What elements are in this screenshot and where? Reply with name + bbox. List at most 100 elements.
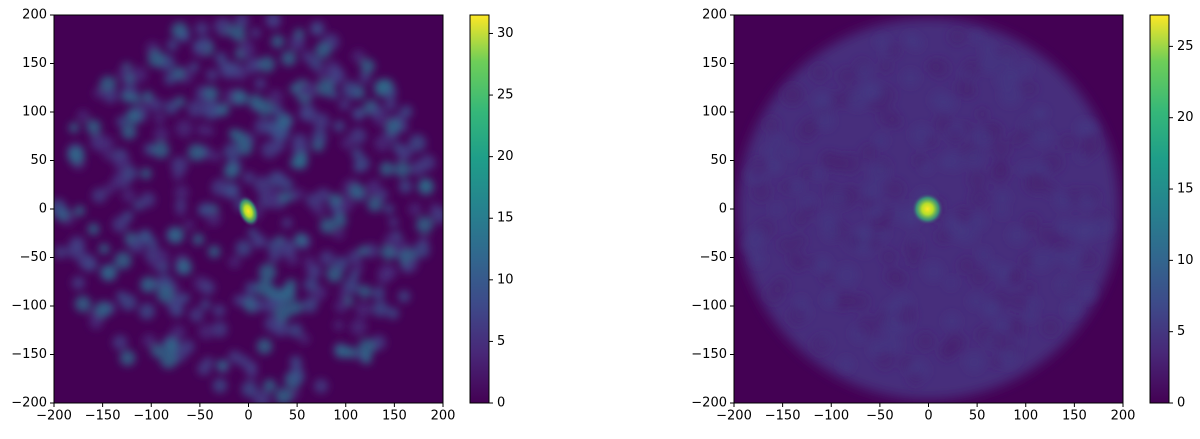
heatmap-blob	[140, 192, 156, 208]
heatmap-blob	[314, 42, 331, 59]
colorbar-tick-label: 0	[497, 396, 505, 411]
heatmap-blob	[876, 228, 889, 241]
colorbar-tick-label: 20	[497, 149, 514, 164]
heatmap-blob	[1005, 66, 1022, 83]
heatmap-blob	[970, 30, 984, 44]
heatmap-blob	[228, 255, 241, 269]
heatmap-blob	[140, 276, 157, 293]
heatmap-blob	[377, 272, 390, 285]
heatmap-blob	[303, 277, 319, 293]
heatmap-blob	[87, 223, 100, 236]
heatmap-blob	[374, 134, 392, 152]
heatmap-blob	[1022, 213, 1040, 232]
heatmap-blob	[903, 238, 924, 259]
heatmap-blob	[194, 21, 209, 36]
heatmap-blob	[74, 205, 86, 217]
y-tick-label: −100	[691, 299, 727, 314]
heatmap-blob	[349, 269, 360, 281]
heatmap-blob	[241, 380, 258, 398]
heatmap-blob	[903, 32, 917, 46]
heatmap-blob	[122, 210, 134, 222]
heatmap-blob	[125, 108, 142, 125]
heatmap-blob	[969, 268, 989, 288]
colorbar-tick-label: 5	[497, 334, 505, 349]
heatmap-blob	[103, 150, 114, 161]
heatmap-blob	[293, 40, 304, 51]
heatmap-blob	[1023, 310, 1037, 324]
heatmap-blob	[878, 59, 893, 74]
heatmap-blob	[204, 125, 215, 137]
heatmap-blob	[223, 163, 240, 180]
heatmap-blobs	[54, 15, 443, 403]
heatmap-blob	[431, 207, 443, 224]
y-tick-label: 150	[22, 56, 47, 71]
heatmap-blob	[1018, 61, 1032, 75]
heatmap-blob	[277, 239, 296, 257]
heatmap-blob	[384, 86, 397, 100]
heatmap-blob	[93, 87, 105, 99]
heatmap-blob	[319, 217, 336, 234]
heatmap-blob	[943, 312, 961, 330]
heatmap-blob	[311, 129, 328, 145]
heatmap-blob	[347, 249, 362, 264]
y-tick-label: 200	[702, 8, 727, 23]
heatmap-blob	[54, 198, 67, 216]
heatmap-blob	[1055, 276, 1074, 294]
heatmap-blob	[200, 299, 211, 310]
heatmap-blob	[288, 323, 303, 338]
heatmap-blob	[933, 114, 953, 133]
x-tick-label: 50	[969, 409, 986, 424]
heatmap-blob	[197, 361, 212, 376]
heatmap-blob	[384, 97, 397, 111]
heatmap-blob	[934, 228, 951, 245]
heatmap-blob	[748, 157, 769, 177]
heatmap-blob	[239, 38, 251, 50]
heatmap-blob	[175, 119, 193, 138]
heatmap-blob	[989, 123, 1003, 137]
heatmap-blob	[828, 188, 849, 209]
heatmap-blob	[379, 161, 395, 177]
heatmap-blob	[821, 222, 840, 242]
heatmap-blob	[316, 79, 335, 97]
heatmap-blob	[298, 103, 317, 122]
heatmap-blob	[251, 298, 265, 312]
heatmap-blob	[885, 43, 901, 59]
heatmap-blob	[1063, 299, 1082, 319]
heatmap-blob	[990, 356, 1003, 369]
heatmap-blob	[77, 253, 95, 270]
colorbar-tick-label: 10	[1177, 253, 1194, 268]
heatmap-blob	[76, 109, 90, 123]
heatmap-blob	[984, 298, 1002, 316]
heatmap-blob	[253, 390, 271, 403]
heatmap-blob	[266, 239, 281, 253]
heatmap-blob	[770, 133, 785, 148]
heatmap-blob	[54, 245, 68, 260]
y-tick-label: −200	[691, 396, 727, 411]
heatmap-blob	[214, 52, 227, 65]
heatmap-blob	[338, 288, 349, 299]
heatmap-blob	[967, 170, 988, 190]
heatmap-blob	[967, 293, 984, 310]
heatmap-blob	[352, 107, 364, 119]
heatmap-blob	[907, 371, 923, 387]
y-tick-label: −150	[11, 347, 47, 362]
colorbar-tick-label: 5	[1177, 324, 1185, 339]
heatmap-blob	[175, 206, 186, 217]
heatmap-blob	[748, 227, 766, 245]
y-tick-label: −50	[700, 250, 727, 265]
heatmap-blob	[786, 249, 806, 268]
heatmap-blob	[268, 89, 283, 105]
heatmap-blob	[388, 217, 399, 228]
heatmap-blob	[288, 300, 303, 315]
heatmap-blob	[835, 264, 858, 287]
heatmap-blob	[202, 98, 219, 115]
heatmap-blob	[962, 58, 982, 78]
heatmap-blob	[948, 27, 967, 46]
heatmap-blob	[270, 104, 284, 117]
heatmap-blob	[174, 185, 189, 200]
heatmap-blob	[301, 81, 319, 99]
heatmap-blob	[358, 338, 376, 357]
heatmap-blob	[291, 133, 308, 150]
heatmap-blob	[258, 56, 276, 73]
heatmap-blob	[333, 120, 346, 133]
